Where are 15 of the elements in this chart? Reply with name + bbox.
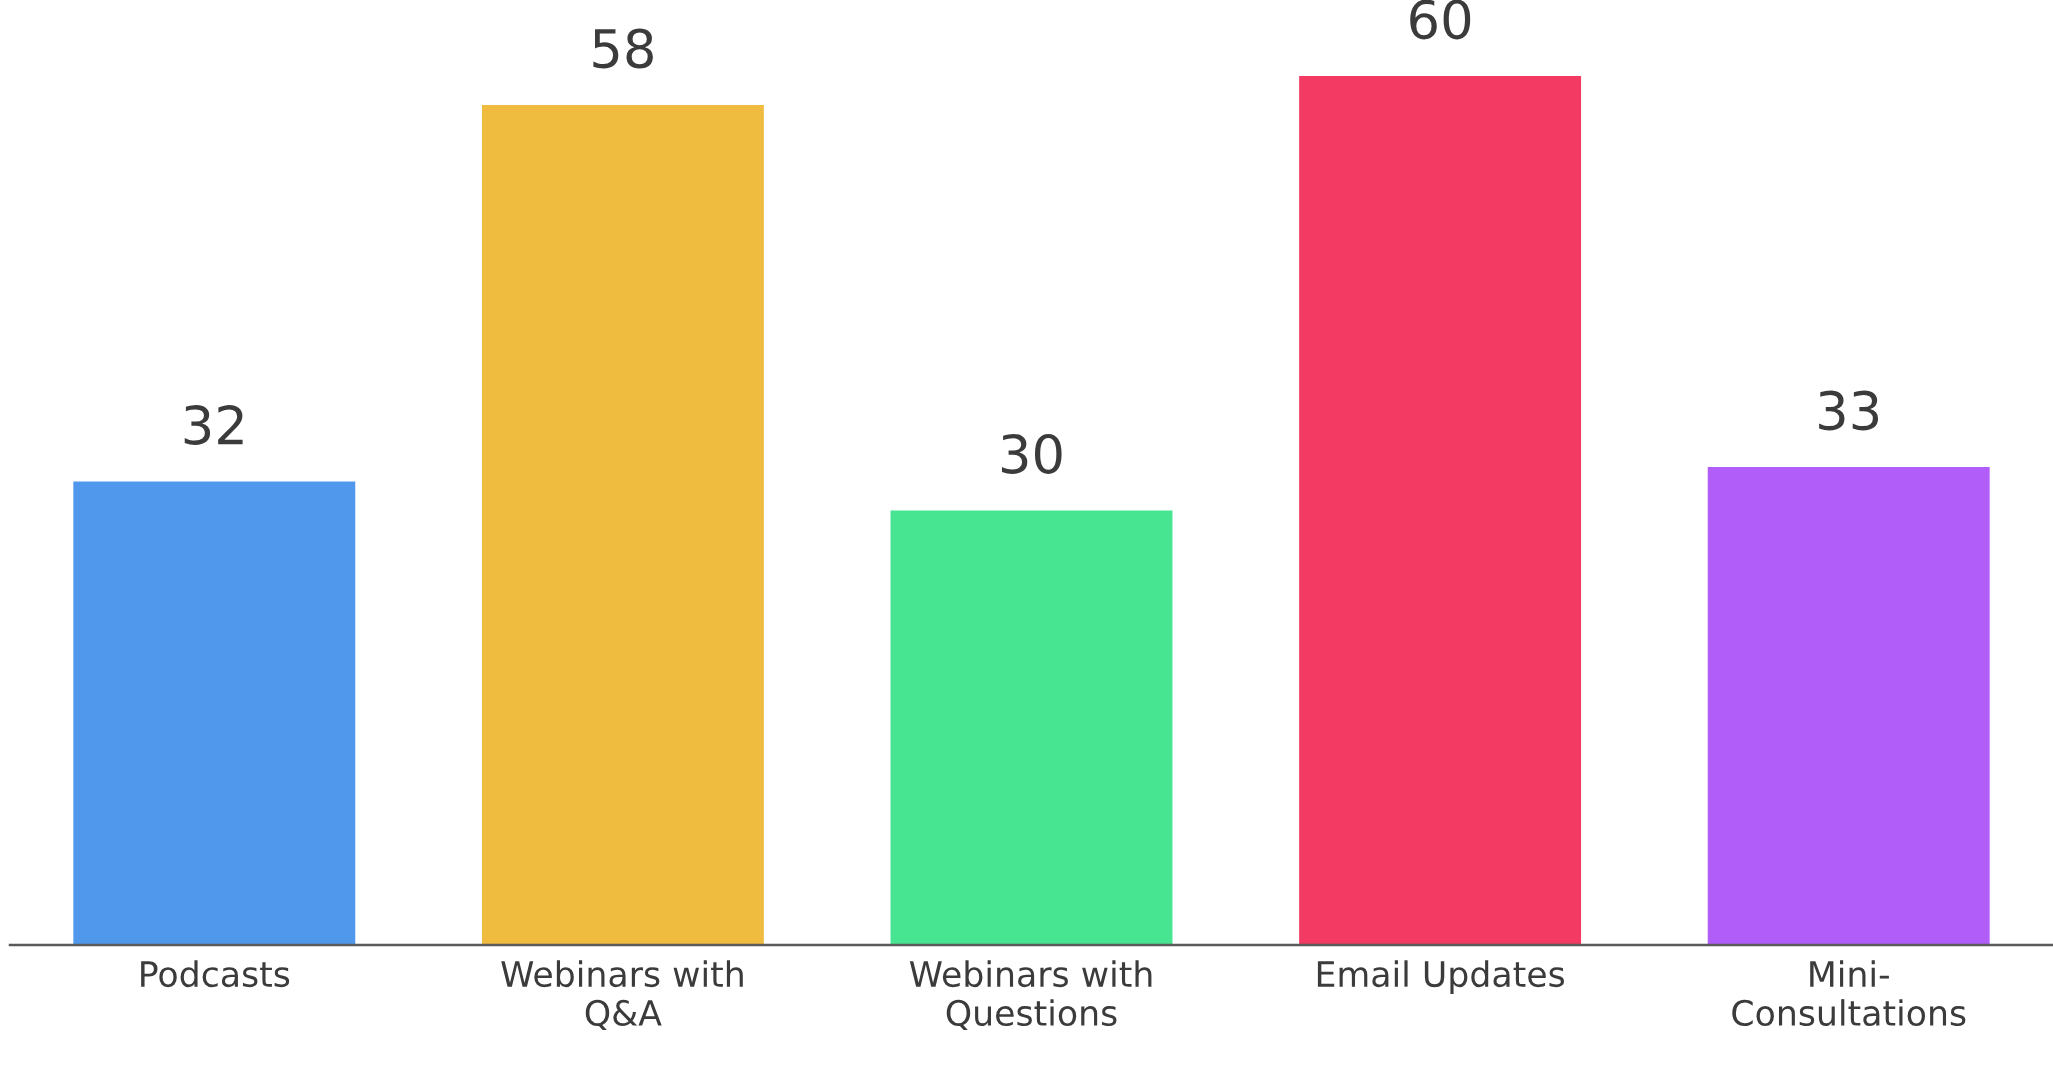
x-tick-label: Email Updates [1317, 960, 1565, 994]
bar [1299, 76, 1582, 945]
data-label: 60 [1410, 0, 1471, 40]
data-label: 32 [184, 405, 243, 445]
x-tick-label: Webinars with Questions [909, 960, 1152, 1031]
bar [1707, 467, 1990, 945]
data-label: 33 [1819, 390, 1879, 431]
data-label: 58 [593, 28, 653, 69]
bar [890, 510, 1173, 945]
x-tick-label: Mini-Consultations [1732, 960, 1966, 1027]
bar [481, 105, 764, 945]
x-tick-label: Podcasts [141, 960, 290, 988]
x-tick-label: Webinars with Q&A [501, 960, 743, 1031]
bar [73, 481, 356, 945]
data-label: 30 [1001, 433, 1062, 474]
